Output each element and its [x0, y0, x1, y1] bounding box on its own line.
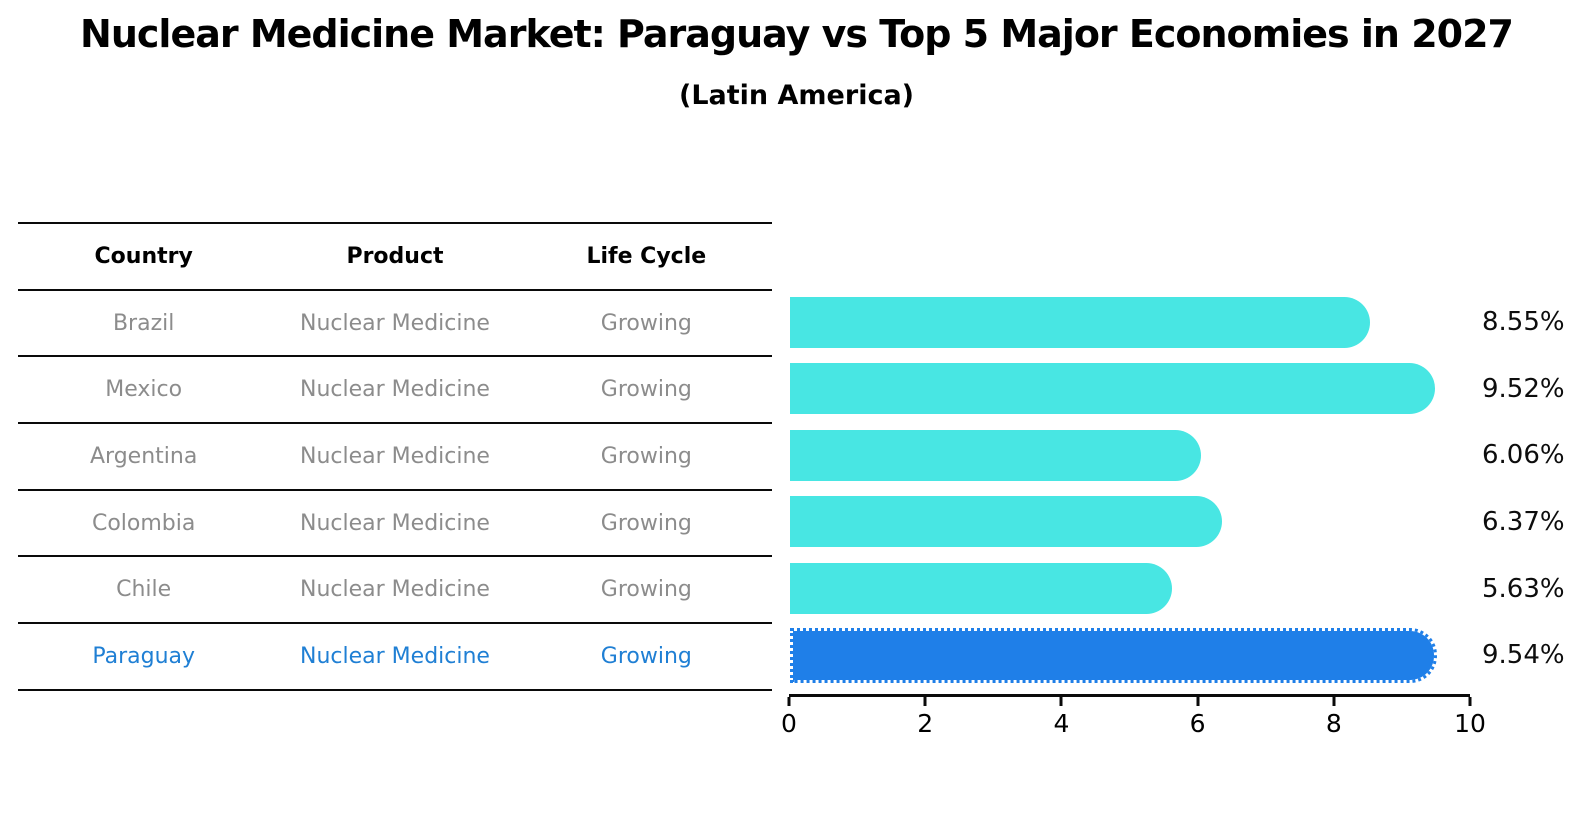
table-cell-country: Paraguay	[92, 643, 196, 669]
table-cell-lifecycle: Growing	[600, 310, 692, 336]
bar-value-label: 5.63%	[1482, 573, 1565, 604]
x-tick	[787, 697, 791, 706]
table-cell-lifecycle: Growing	[600, 510, 692, 536]
x-tick-label: 2	[917, 709, 934, 738]
bar-row: 9.52%	[790, 355, 1565, 422]
x-tick-label: 0	[781, 709, 797, 738]
x-axis: 0 2 4 6 8 10	[781, 694, 1486, 738]
table-cell-country: Chile	[116, 577, 172, 603]
table-cell-lifecycle: Growing	[600, 443, 692, 469]
table-row: Mexico Nuclear Medicine Growing	[18, 357, 772, 425]
bar	[790, 296, 1370, 348]
x-tick-label: 4	[1053, 709, 1070, 738]
table-cell-country: Brazil	[112, 310, 175, 336]
table-cell-lifecycle: Growing	[600, 577, 692, 603]
table-header-product: Product	[346, 243, 444, 269]
chart-subtitle: (Latin America)	[678, 80, 915, 111]
bar	[790, 429, 1201, 481]
table-row: Argentina Nuclear Medicine Growing	[18, 424, 772, 491]
bar-plot: 8.55% 9.52% 6.06% 6.37% 5.63% 9.54%	[790, 289, 1565, 689]
x-tick-label: 10	[1454, 709, 1486, 738]
bar-value-label: 8.55%	[1482, 307, 1565, 338]
bar-row: 8.55%	[790, 289, 1565, 356]
table-cell-lifecycle: Growing	[600, 643, 692, 669]
table-cell-product: Nuclear Medicine	[300, 310, 490, 336]
bar	[790, 496, 1222, 548]
bar-row: 6.37%	[790, 489, 1565, 556]
table-cell-product: Nuclear Medicine	[300, 443, 490, 469]
bar	[790, 627, 1437, 683]
table-cell-product: Nuclear Medicine	[300, 510, 490, 536]
table-cell-product: Nuclear Medicine	[300, 377, 490, 403]
bar-value-label: 9.54%	[1482, 640, 1565, 671]
x-tick-label: 6	[1189, 709, 1206, 738]
bar-row: 9.54%	[790, 622, 1565, 689]
table-cell-product: Nuclear Medicine	[300, 577, 490, 603]
table-header-row: Country Product Life Cycle	[18, 224, 772, 291]
table-header-lifecycle: Life Cycle	[586, 243, 707, 269]
bar-value-label: 6.06%	[1482, 440, 1565, 471]
table-header-country: Country	[94, 243, 193, 269]
x-tick	[1059, 697, 1063, 706]
bar-value-label: 9.52%	[1482, 373, 1565, 404]
chart-title: Nuclear Medicine Market: Paraguay vs Top…	[80, 12, 1514, 56]
table-cell-country: Argentina	[90, 443, 198, 469]
x-tick	[1468, 697, 1472, 706]
bar	[790, 363, 1436, 415]
bar	[790, 563, 1172, 615]
x-tick	[1332, 697, 1336, 706]
table-row: Brazil Nuclear Medicine Growing	[18, 291, 772, 358]
bar-row: 5.63%	[790, 555, 1565, 622]
country-table: Country Product Life Cycle Brazil Nuclea…	[18, 222, 772, 691]
table-row: Chile Nuclear Medicine Growing	[18, 557, 772, 625]
table-cell-product: Nuclear Medicine	[300, 643, 490, 669]
table-cell-country: Mexico	[105, 377, 183, 403]
bar-value-label: 6.37%	[1482, 506, 1565, 537]
bar-row: 6.06%	[790, 422, 1565, 489]
table-row: Paraguay Nuclear Medicine Growing	[18, 624, 772, 691]
table-row: Colombia Nuclear Medicine Growing	[18, 491, 772, 558]
table-cell-country: Colombia	[91, 510, 196, 536]
x-tick-label: 8	[1325, 709, 1342, 738]
x-tick	[923, 697, 927, 706]
table-cell-lifecycle: Growing	[600, 377, 692, 403]
x-tick	[1196, 697, 1200, 706]
